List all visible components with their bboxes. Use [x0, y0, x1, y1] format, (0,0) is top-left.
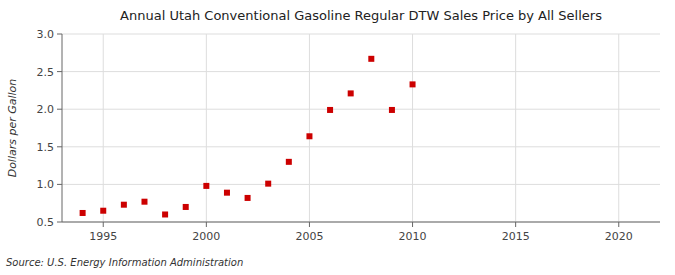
x-tick [618, 222, 619, 227]
y-tick-label: 3.0 [37, 28, 55, 41]
x-tick-label: 2005 [295, 230, 323, 243]
title: Annual Utah Conventional Gasoline Regula… [120, 8, 602, 23]
axes: 0.5 1.0 1.5 2.0 2.5 3.0 1995 2000 2005 2010 2015 20… [37, 28, 661, 243]
chart: Annual Utah Conventional Gasoline Regula… [0, 0, 675, 275]
points [80, 56, 416, 218]
x-tick [206, 222, 207, 227]
grid [62, 34, 660, 222]
point [121, 202, 127, 208]
y-tick-label: 1.5 [37, 141, 55, 154]
point [410, 81, 416, 87]
y-tick [57, 71, 62, 72]
x-grid-line [206, 34, 207, 222]
x-grid-line [412, 34, 413, 222]
point [368, 56, 374, 62]
point [389, 107, 395, 113]
x-grid-line [309, 34, 310, 222]
y-tick [57, 222, 62, 223]
point [306, 133, 312, 139]
y-tick-label: 2.5 [37, 66, 55, 79]
point [348, 90, 354, 96]
point [80, 210, 86, 216]
y-tick-label: 0.5 [37, 216, 55, 229]
x-tick-label: 2000 [192, 230, 220, 243]
y-grid-line [62, 146, 660, 147]
y-grid-line [62, 184, 660, 185]
y-tick [57, 34, 62, 35]
point [286, 159, 292, 165]
point [141, 199, 147, 205]
point [183, 204, 189, 210]
x-tick-label: 2010 [399, 230, 427, 243]
point [245, 195, 251, 201]
x-tick [515, 222, 516, 227]
source-note: Source: U.S. Energy Information Administ… [6, 257, 243, 268]
x-tick-label: 2015 [502, 230, 530, 243]
x-axis-line [62, 222, 660, 223]
x-grid-line [103, 34, 104, 222]
y-axis-label: Dollars per Gallon [6, 79, 19, 178]
point [203, 183, 209, 189]
x-tick [309, 222, 310, 227]
y-grid-line [62, 222, 660, 223]
y-tick [57, 184, 62, 185]
point [224, 190, 230, 196]
y-grid-line [62, 34, 660, 35]
y-grid-line [62, 71, 660, 72]
x-tick [412, 222, 413, 227]
y-tick [57, 146, 62, 147]
x-tick-label: 1995 [89, 230, 117, 243]
y-tick-label: 2.0 [37, 103, 55, 116]
y-tick-label: 1.0 [37, 178, 55, 191]
x-grid-line [515, 34, 516, 222]
x-grid-line [618, 34, 619, 222]
x-tick [103, 222, 104, 227]
point [327, 107, 333, 113]
y-grid-line [62, 109, 660, 110]
point [162, 211, 168, 217]
point [100, 208, 106, 214]
point [265, 181, 271, 187]
y-tick [57, 109, 62, 110]
y-axis-line [62, 34, 63, 222]
x-tick-label: 2020 [605, 230, 633, 243]
